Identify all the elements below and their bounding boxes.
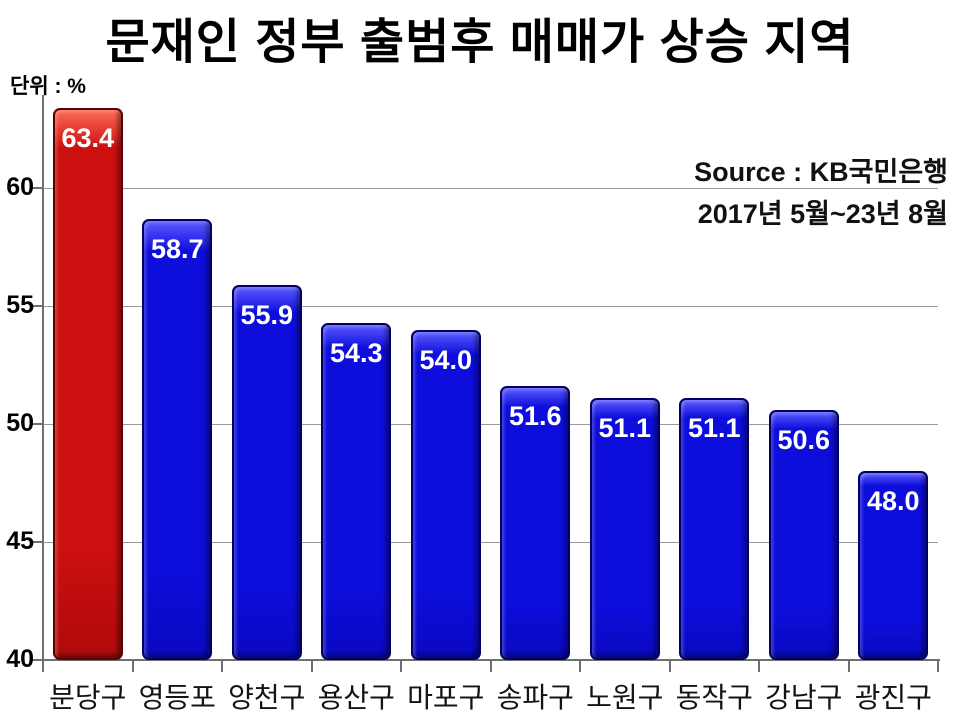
bar: 51.6 — [500, 386, 571, 660]
category-label: 강남구 — [765, 682, 843, 713]
x-axis-tick — [400, 661, 402, 672]
category-label: 양천구 — [228, 682, 306, 713]
bar-value-label: 51.1 — [687, 413, 741, 444]
y-tick-label: 50 — [6, 409, 34, 438]
category-label: 동작구 — [675, 682, 753, 713]
y-axis-tick — [32, 305, 43, 308]
y-tick-label: 55 — [6, 291, 34, 320]
bar: 54.3 — [321, 322, 392, 660]
bar: 48.0 — [858, 471, 929, 660]
x-axis-tick — [131, 661, 134, 672]
bar: 58.7 — [142, 218, 213, 660]
category-label: 마포구 — [407, 682, 485, 713]
x-axis-tick — [668, 661, 671, 672]
x-axis-tick — [42, 661, 44, 672]
bar: 51.1 — [589, 398, 660, 660]
gridline-55 — [43, 305, 938, 307]
y-axis-tick — [32, 187, 43, 190]
category-label: 분당구 — [49, 682, 127, 713]
x-axis-tick — [579, 661, 581, 672]
bar-value-label: 51.1 — [598, 413, 652, 444]
bar: 54.0 — [410, 329, 481, 660]
category-label: 노원구 — [586, 682, 664, 713]
bar-value-label: 63.4 — [61, 122, 115, 153]
source-label: Source : KB국민은행 — [694, 157, 948, 187]
bar-value-label: 50.6 — [777, 424, 831, 455]
y-tick-label: 40 — [6, 645, 34, 673]
gridline-60 — [43, 187, 938, 189]
unit-label: 단위 : % — [10, 75, 86, 98]
bar-value-label: 54.3 — [329, 337, 383, 368]
x-axis-tick — [937, 661, 939, 672]
chart-title: 문재인 정부 출범후 매매가 상승 지역 — [105, 16, 855, 69]
bar: 50.6 — [768, 409, 839, 660]
x-axis-tick — [847, 661, 850, 672]
bar-value-label: 55.9 — [240, 299, 294, 330]
x-axis-tick — [221, 661, 223, 672]
bar-value-label: 51.6 — [508, 401, 562, 432]
x-axis-tick — [310, 661, 313, 672]
bar: 55.9 — [231, 284, 302, 660]
period-label: 2017년 5월~23년 8월 — [697, 199, 948, 229]
category-label: 영등포 — [138, 682, 216, 713]
y-axis-tick — [32, 423, 43, 426]
y-axis-tick — [32, 541, 43, 544]
gridline-50 — [43, 423, 938, 425]
y-axis-line — [42, 95, 44, 662]
x-axis-tick — [489, 661, 492, 672]
category-label: 송파구 — [496, 682, 574, 713]
bar-highlighted: 63.4 — [52, 107, 123, 660]
x-axis-line — [43, 659, 940, 661]
category-label: 광진구 — [854, 682, 932, 713]
bar-value-label: 58.7 — [150, 233, 204, 264]
x-axis-tick — [758, 661, 760, 672]
y-axis-tick — [32, 659, 43, 661]
bar: 51.1 — [679, 398, 750, 660]
bar-value-label: 48.0 — [866, 486, 920, 517]
y-tick-label: 45 — [6, 527, 34, 556]
y-tick-label: 60 — [6, 173, 34, 202]
category-label: 용산구 — [317, 682, 395, 713]
gridline-45 — [43, 541, 938, 543]
bar-value-label: 54.0 — [419, 344, 473, 375]
